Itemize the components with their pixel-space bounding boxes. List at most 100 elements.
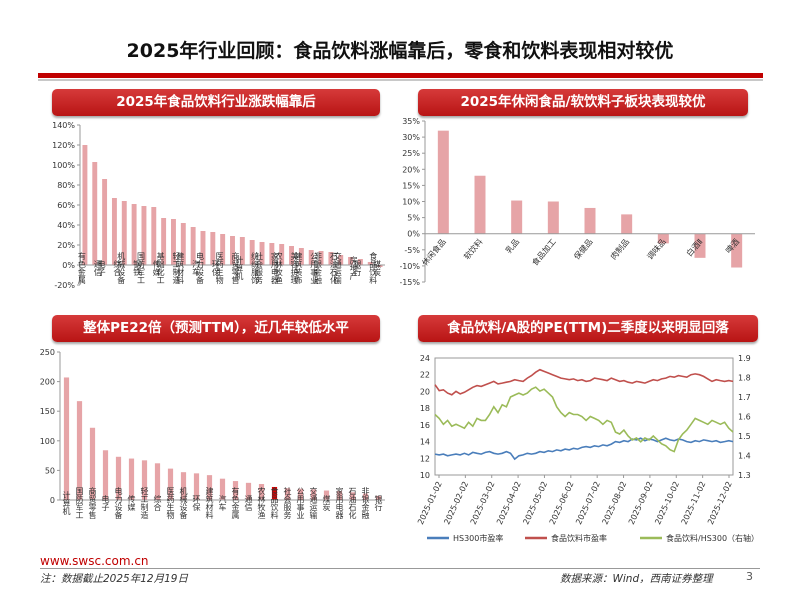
y-tick-label: 100% <box>52 161 75 170</box>
bar <box>193 473 200 500</box>
x-tick-label: 国防军工 <box>136 252 145 284</box>
x-tick-label: 乳品 <box>503 237 521 256</box>
x-tick-label: 美容护理 <box>290 251 299 284</box>
bar <box>437 130 449 234</box>
x-tick-label: 2025-10-02 <box>653 480 681 526</box>
bar <box>323 490 330 500</box>
x-tick-label: 2025-02-02 <box>442 480 470 526</box>
bar <box>180 472 187 500</box>
bar <box>111 198 117 265</box>
y-tick-label: 50 <box>45 466 55 475</box>
y-tick-label: 5% <box>407 214 420 223</box>
x-tick-label: 汽车 <box>192 259 201 277</box>
y-tick-label: -15% <box>400 278 420 287</box>
bar <box>76 401 83 500</box>
bar <box>167 468 174 500</box>
x-tick-label: 环保 <box>211 260 220 277</box>
x-tick-label: 房地产 <box>349 255 358 281</box>
x-tick-label: 食品饮料 <box>369 251 378 285</box>
bar <box>230 236 235 265</box>
y-tick-label: 18 <box>420 404 430 413</box>
bar <box>200 231 206 265</box>
bar <box>336 491 343 500</box>
x-tick-label: 轻工制造 <box>140 486 149 520</box>
y-tick-label: 200 <box>40 378 55 387</box>
bar <box>279 244 285 265</box>
x-tick-label: 综合 <box>113 259 122 277</box>
bar <box>180 223 186 265</box>
subsector-returns-chart: -15% -10% -5% 0% 5% 10% 15% 20% 25% 30% 35% 休闲食品 软饮料… <box>400 117 755 287</box>
bar <box>92 162 98 265</box>
y-tick-label: 80% <box>57 181 75 190</box>
y-tick-label: 22 <box>420 371 430 380</box>
y2-tick-label: 1.8 <box>738 374 751 383</box>
bar <box>349 492 356 500</box>
y-tick-label: -20% <box>54 281 75 290</box>
bar <box>102 450 109 500</box>
series-line <box>434 386 734 453</box>
title-rule-shadow <box>38 79 763 81</box>
bar <box>82 145 88 265</box>
panel-title-industry-returns: 2025年食品饮料行业涨跌幅靠后 <box>52 89 380 116</box>
title-rule <box>38 73 763 78</box>
x-tick-label: 银行 <box>353 259 362 277</box>
y-tick-label: 35% <box>402 117 420 126</box>
bar <box>269 243 275 265</box>
bar <box>584 207 596 234</box>
x-tick-label: 银行 <box>374 494 383 512</box>
footer-url[interactable]: www.swsc.com.cn <box>40 554 149 568</box>
bar <box>621 214 633 234</box>
bar <box>102 179 108 265</box>
x-tick-label: 医药生物 <box>215 252 224 285</box>
x-tick-label: 传媒 <box>152 259 161 277</box>
y-tick-label: 150 <box>40 407 55 416</box>
legend-label: 食品饮料市盈率 <box>551 533 607 543</box>
y-tick-label: 140% <box>52 121 75 130</box>
y2-tick-label: 1.6 <box>738 413 751 422</box>
x-tick-label: 汽车 <box>218 494 227 512</box>
page-number: 3 <box>746 570 753 583</box>
x-tick-label: 通信 <box>244 494 253 512</box>
bar <box>375 495 382 500</box>
x-tick-label: 有色金属 <box>77 251 86 285</box>
bar <box>141 460 148 500</box>
bar <box>239 237 245 265</box>
x-tick-label: 通信 <box>93 259 102 277</box>
bar <box>151 207 157 265</box>
bar <box>657 233 669 244</box>
bar <box>271 486 278 500</box>
y2-tick-label: 1.9 <box>738 354 751 363</box>
series-line <box>434 368 734 396</box>
bar <box>338 255 344 265</box>
panel-title-industry-pe: 整体PE22倍（预测TTM），近几年较低水平 <box>52 315 380 342</box>
y-tick-label: 100 <box>40 437 55 446</box>
bar <box>289 246 294 265</box>
x-tick-label: 交通运输 <box>333 251 342 285</box>
bar <box>219 478 226 500</box>
bar <box>328 252 334 265</box>
bar <box>121 201 127 265</box>
bar <box>249 240 255 265</box>
y-tick-label: 30% <box>402 133 420 142</box>
plot-frame <box>434 357 734 476</box>
bar <box>694 233 706 258</box>
x-tick-label: 轻工制造 <box>172 251 181 285</box>
industry-pe-chart: 0 50 100 150 200 250 计算机 国防军工 商贸零售 电子 电力设备 传媒 轻工制造 综合… <box>40 348 385 520</box>
bar <box>284 488 291 500</box>
bar <box>298 248 304 265</box>
bar <box>308 250 314 265</box>
y-tick-label: 250 <box>40 348 55 357</box>
x-tick-label: 2025-03-02 <box>469 480 497 526</box>
x-tick-label: 软饮料 <box>461 237 484 262</box>
x-tick-label: 建筑材料 <box>205 486 214 520</box>
bar <box>367 262 373 265</box>
x-tick-label: 交通运输 <box>309 486 318 520</box>
bar <box>115 456 122 500</box>
x-tick-label: 机械设备 <box>117 251 126 285</box>
bar <box>190 227 196 265</box>
bar <box>474 175 486 234</box>
x-tick-label: 2025-12-02 <box>706 480 734 526</box>
x-tick-label: 社会服务 <box>283 486 292 520</box>
y-tick-label: 24 <box>420 354 430 363</box>
x-tick-label: 保健品 <box>571 237 594 262</box>
